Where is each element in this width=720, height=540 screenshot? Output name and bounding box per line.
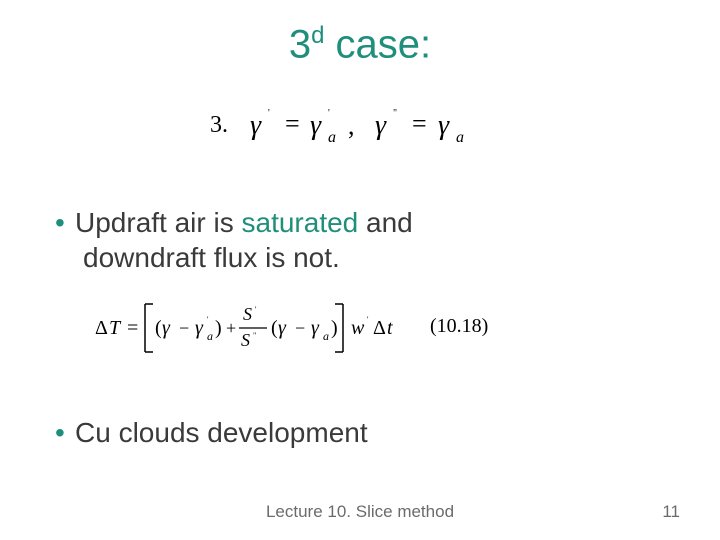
title-base: 3	[289, 22, 311, 66]
slide-title: 3d case:	[0, 22, 720, 67]
svg-text:γ: γ	[278, 317, 287, 339]
bullet-2-dot: •	[55, 415, 75, 450]
svg-text:': '	[207, 315, 209, 324]
svg-text:a: a	[207, 329, 213, 343]
svg-text:γ: γ	[310, 110, 322, 141]
equation-2-svg: Δ T = ( γ − γ a ' ) + S ' S "	[95, 300, 405, 358]
svg-text:S: S	[241, 330, 250, 350]
bullet-2: •Cu clouds development	[55, 415, 368, 450]
svg-text:Δ: Δ	[95, 317, 108, 339]
svg-text:Δ: Δ	[373, 317, 386, 339]
svg-text:a: a	[323, 329, 329, 343]
equation-2: Δ T = ( γ − γ a ' ) + S ' S "	[95, 300, 405, 363]
bullet-1-highlight: saturated	[242, 207, 359, 238]
svg-text:w: w	[351, 317, 365, 339]
bullet-1-post: and	[358, 207, 413, 238]
equation-1-svg: 3. γ ' = γ ' a , γ " = γ a	[210, 100, 510, 150]
svg-text:−: −	[295, 318, 305, 338]
svg-text:γ: γ	[375, 110, 387, 141]
title-sup: d	[311, 22, 324, 49]
svg-text:+: +	[226, 318, 236, 338]
svg-text:=: =	[412, 109, 427, 138]
svg-text:a: a	[328, 129, 336, 146]
svg-text:γ: γ	[311, 317, 320, 339]
svg-text:3.: 3.	[210, 112, 228, 138]
svg-text:): )	[331, 317, 338, 339]
svg-text:': '	[255, 305, 257, 314]
svg-text:': '	[367, 315, 369, 324]
svg-text:,: ,	[348, 111, 355, 140]
svg-text:=: =	[127, 317, 138, 339]
svg-text:): )	[215, 317, 222, 339]
slide: 3d case: 3. γ ' = γ ' a , γ " = γ a	[0, 0, 720, 540]
svg-text:': '	[328, 108, 330, 119]
svg-text:=: =	[285, 109, 300, 138]
bullet-1-line2: downdraft flux is not.	[83, 240, 413, 275]
svg-text:−: −	[179, 318, 189, 338]
svg-text:(: (	[155, 317, 162, 339]
bullet-1-pre: Updraft air is	[75, 207, 242, 238]
svg-text:S: S	[243, 304, 252, 324]
svg-text:γ: γ	[438, 110, 450, 141]
svg-text:γ: γ	[195, 317, 204, 339]
svg-text:γ: γ	[250, 110, 262, 141]
svg-text:(: (	[271, 317, 278, 339]
svg-text:γ: γ	[162, 317, 171, 339]
svg-text:": "	[253, 331, 256, 340]
footer-text: Lecture 10. Slice method	[0, 502, 720, 522]
page-number: 11	[662, 502, 680, 522]
bullet-2-text: Cu clouds development	[75, 417, 368, 448]
bullet-1-dot: •	[55, 205, 75, 240]
svg-text:a: a	[456, 129, 464, 146]
svg-text:T: T	[109, 317, 122, 339]
svg-text:': '	[268, 108, 270, 119]
equation-1: 3. γ ' = γ ' a , γ " = γ a	[0, 100, 720, 155]
title-rest: case:	[324, 22, 431, 66]
svg-text:t: t	[387, 317, 393, 339]
svg-text:": "	[393, 108, 397, 119]
bullet-1: •Updraft air is saturated and downdraft …	[55, 205, 413, 275]
equation-2-number: (10.18)	[430, 315, 488, 338]
